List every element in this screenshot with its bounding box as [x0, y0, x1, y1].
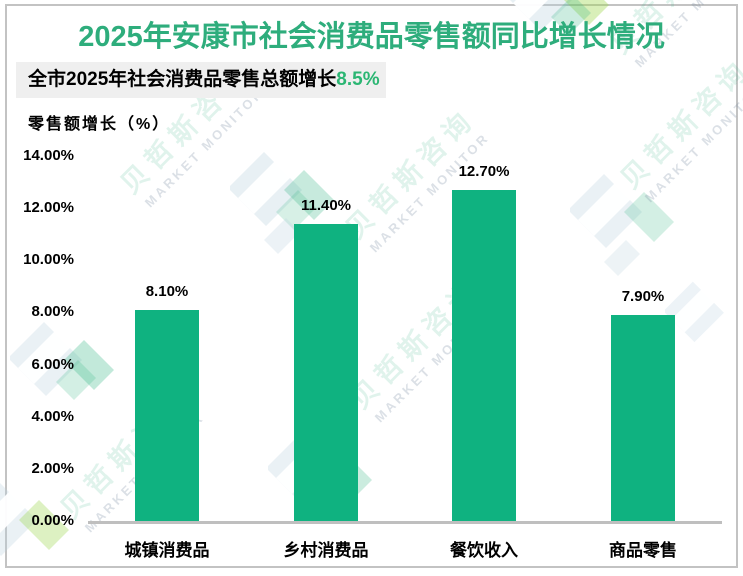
bar-乡村消费品: [294, 224, 358, 521]
x-axis-line: [88, 521, 722, 524]
y-tick-label: 14.00%: [23, 147, 74, 164]
bar-餐饮收入: [452, 190, 516, 521]
bar-商品零售: [611, 315, 675, 521]
y-tick-label: 4.00%: [31, 407, 74, 425]
x-category-label: 商品零售: [609, 541, 677, 560]
subtitle-text: 全市2025年社会消费品零售总额增长: [28, 69, 337, 90]
chart-subtitle: 全市2025年社会消费品零售总额增长8.5%: [16, 62, 386, 98]
chart-title: 2025年安康市社会消费品零售额同比增长情况: [78, 21, 665, 53]
y-tick-label: 8.00%: [31, 303, 74, 321]
y-tick-label: 0.00%: [31, 512, 74, 529]
y-tick-label: 2.00%: [31, 459, 74, 477]
y-axis-label: 零售额增长（%）: [28, 116, 171, 133]
subtitle-highlight-value: 8.5%: [336, 69, 380, 90]
y-tick-label: 12.00%: [23, 199, 74, 217]
y-tick-label: 6.00%: [31, 355, 74, 373]
x-category-label: 餐饮收入: [450, 541, 518, 560]
bar-城镇消费品: [135, 310, 199, 521]
bar-value-label: 8.10%: [145, 283, 189, 300]
bar-value-label: 12.70%: [458, 163, 510, 180]
bar-value-label: 11.40%: [300, 197, 352, 214]
x-category-label: 乡村消费品: [283, 541, 369, 560]
x-category-label: 城镇消费品: [124, 541, 210, 560]
y-tick-label: 10.00%: [23, 251, 74, 269]
bar-value-label: 7.90%: [621, 288, 665, 305]
